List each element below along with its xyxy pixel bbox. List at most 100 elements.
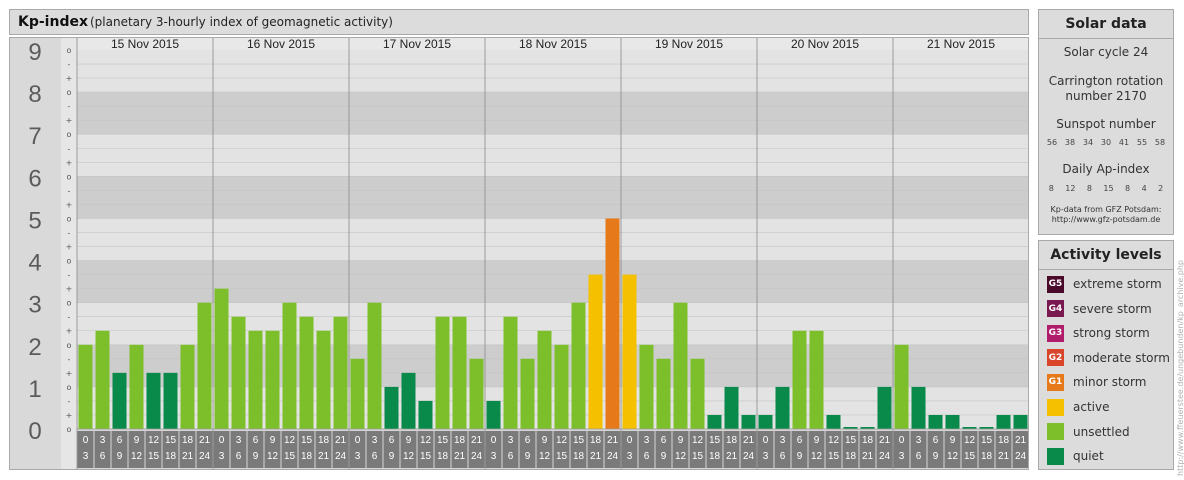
hour-box: [825, 431, 842, 468]
hour-end-label: 6: [644, 451, 650, 462]
hour-end-label: 6: [916, 451, 922, 462]
y-sub-tick: +: [66, 74, 73, 83]
data-source-link[interactable]: http://www.gfz-potsdam.de: [1051, 215, 1161, 224]
hour-start-label: 12: [556, 435, 568, 446]
kp-bar: [826, 414, 841, 429]
hour-box: [332, 431, 349, 468]
hour-box: [893, 431, 910, 468]
y-sub-tick: +: [66, 327, 73, 336]
hour-box: [162, 431, 179, 468]
kp-bar: [928, 414, 943, 429]
y-sub-tick: -: [68, 228, 71, 237]
hour-box: [111, 431, 128, 468]
sunspot-value: 34: [1082, 138, 1094, 147]
hour-box: [519, 431, 536, 468]
hour-box: [230, 431, 247, 468]
kp-bar: [248, 330, 263, 429]
kp-bar: [911, 386, 926, 429]
solar-data-title: Solar data: [1039, 10, 1173, 39]
kp-index-chart: 0 o +1 - o +2 - o +3 - o +4 - o +5 - o +6 - o +7 - o +8 - o +9 - o 15…: [9, 37, 1029, 470]
hour-end-label: 24: [743, 451, 755, 462]
hour-end-label: 18: [981, 451, 993, 462]
y-sub-tick: +: [66, 285, 73, 294]
hour-box: [247, 431, 264, 468]
kp-bar: [163, 372, 178, 429]
hour-start-label: 0: [899, 435, 905, 446]
kp-bar: [741, 414, 756, 429]
hour-box: [910, 431, 927, 468]
hour-start-label: 18: [726, 435, 738, 446]
y-sub-tick: -: [68, 397, 71, 406]
kp-bar: [962, 427, 977, 429]
hour-box: [213, 431, 230, 468]
y-sub-tick: o: [67, 383, 72, 392]
grid-band: [77, 218, 1029, 261]
hour-end-label: 15: [148, 451, 160, 462]
hour-start-label: 6: [933, 435, 939, 446]
sunspot-value: 55: [1136, 138, 1148, 147]
hour-start-label: 15: [845, 435, 857, 446]
level-swatch: G4: [1047, 300, 1064, 318]
hour-start-label: 9: [406, 435, 412, 446]
hour-box: [672, 431, 689, 468]
grid-band: [77, 260, 1029, 303]
hour-box: [944, 431, 961, 468]
activity-levels-panel: Activity levels G5 extreme storm G4 severe …: [1038, 240, 1174, 470]
y-sub-tick: +: [66, 411, 73, 420]
kp-bar: [775, 386, 790, 429]
kp-bar: [435, 316, 450, 429]
y-sub-tick: -: [68, 144, 71, 153]
kp-bar: [180, 344, 195, 429]
hour-box: [179, 431, 196, 468]
hour-end-label: 21: [726, 451, 738, 462]
hour-start-label: 18: [590, 435, 602, 446]
level-swatch: G1: [1047, 373, 1064, 391]
kp-bar: [554, 344, 569, 429]
hour-end-label: 15: [284, 451, 296, 462]
hour-box: [502, 431, 519, 468]
level-label: strong storm: [1073, 326, 1150, 341]
hour-box: [349, 431, 366, 468]
hour-box: [451, 431, 468, 468]
kp-bar: [316, 330, 331, 429]
activity-level-item: quiet: [1047, 447, 1104, 465]
day-label: 21 Nov 2015: [927, 37, 995, 51]
hour-start-label: 21: [607, 435, 619, 446]
kp-bar: [197, 302, 212, 429]
hour-end-label: 12: [539, 451, 551, 462]
ap-value: 12: [1065, 184, 1076, 193]
y-sub-tick: +: [66, 116, 73, 125]
y-sub-tick: o: [67, 172, 72, 181]
hour-end-label: 9: [525, 451, 531, 462]
hour-start-label: 12: [148, 435, 160, 446]
hour-start-label: 3: [372, 435, 378, 446]
ap-index-values: 8 12 8 15 8 4 2: [1043, 184, 1169, 193]
hour-start-label: 3: [644, 435, 650, 446]
y-sub-tick: o: [67, 88, 72, 97]
hour-start-label: 3: [780, 435, 786, 446]
kp-bar: [384, 386, 399, 429]
sunspot-value: 30: [1100, 138, 1112, 147]
hour-box: [264, 431, 281, 468]
day-label: 19 Nov 2015: [655, 37, 723, 51]
sunspot-title: Sunspot number: [1056, 117, 1156, 131]
hour-start-label: 15: [165, 435, 177, 446]
hour-start-label: 15: [709, 435, 721, 446]
hour-end-label: 3: [763, 451, 769, 462]
kp-bar: [537, 330, 552, 429]
hour-start-label: 21: [471, 435, 483, 446]
hour-end-label: 6: [780, 451, 786, 462]
activity-level-item: G3 strong storm: [1047, 324, 1150, 342]
grid-band: [77, 92, 1029, 135]
hour-box: [128, 431, 145, 468]
hour-start-label: 0: [627, 435, 633, 446]
hour-box: [400, 431, 417, 468]
kp-bar: [758, 414, 773, 429]
solar-data-panel: Solar data Solar cycle 24 Carrington rot…: [1038, 9, 1174, 235]
kp-bar: [724, 386, 739, 429]
watermark: http://www.ffeuerstee.de/ungebunden/kp_a…: [1176, 259, 1184, 476]
y-tick-label: 1: [28, 376, 41, 403]
hour-end-label: 24: [607, 451, 619, 462]
hour-start-label: 15: [981, 435, 993, 446]
hour-end-label: 18: [301, 451, 313, 462]
